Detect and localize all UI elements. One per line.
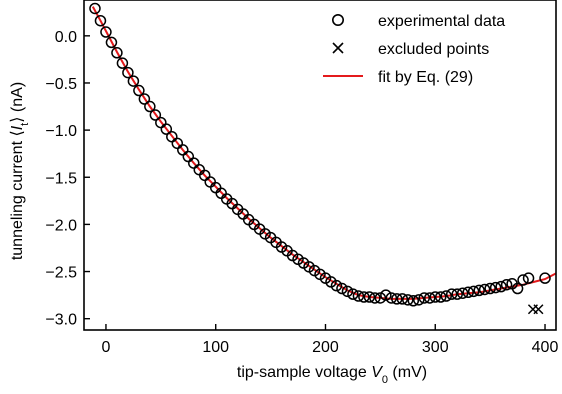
legend-marker-open-circle (331, 14, 344, 26)
y-tick-label: −0.5 (45, 76, 77, 93)
data-point (478, 283, 491, 296)
data-point (105, 36, 118, 49)
data-point (100, 26, 112, 38)
data-point (451, 288, 463, 300)
y-axis-label: tunneling current ⟨It⟩ (nA) (9, 82, 31, 260)
data-point (330, 279, 343, 292)
data-point (374, 292, 387, 304)
legend-marker-cross (332, 42, 344, 54)
x-axis-label-var: V (371, 364, 383, 381)
legend-label-fit: fit by Eq. (29) (378, 69, 473, 86)
x-axis-label: tip-sample voltage V0 (mV) (237, 364, 427, 386)
x-tick-label: 400 (532, 339, 559, 356)
y-axis-label-pre: tunneling current ⟨ (9, 130, 26, 260)
data-point (434, 291, 447, 303)
x-tick-label: 300 (422, 339, 449, 356)
legend-label-excluded-points: excluded points (378, 41, 489, 58)
x-tick-label: 0 (102, 339, 111, 356)
y-tick-label: −2.5 (45, 265, 77, 282)
data-point (111, 47, 123, 59)
plot-area (89, 2, 556, 315)
points-layer (89, 2, 551, 315)
data-point (133, 84, 145, 97)
data-point (467, 285, 480, 298)
data-point (407, 295, 420, 307)
excluded-point (533, 304, 544, 315)
data-point (336, 282, 348, 295)
data-point (149, 109, 162, 121)
data-point (456, 287, 469, 299)
data-point (418, 292, 431, 304)
data-point (385, 292, 398, 304)
data-point (413, 294, 425, 306)
data-point (473, 284, 485, 297)
x-tick-label: 200 (312, 339, 339, 356)
data-point (429, 291, 442, 303)
data-point (440, 290, 452, 302)
plot-frame (83, 0, 557, 331)
y-tick-label: −1.5 (45, 170, 77, 187)
data-point (341, 285, 354, 298)
data-point (358, 291, 370, 303)
fit-layer (91, 6, 556, 300)
y-tick-label: −1.0 (45, 123, 77, 140)
y-tick-label: −2.0 (45, 217, 77, 234)
data-point (396, 293, 409, 305)
y-axis-label-sub: t (19, 123, 31, 126)
data-point (89, 2, 101, 15)
y-tick-label: −3.0 (45, 312, 77, 329)
data-point (391, 293, 403, 305)
data-point (495, 280, 507, 293)
data-point (500, 278, 513, 291)
data-point (138, 93, 151, 105)
legend-label-experimental-data: experimental data (378, 13, 505, 30)
data-point (517, 274, 529, 286)
data-point (402, 294, 414, 306)
data-point (445, 288, 458, 300)
y-axis-ticks: 0.0 −0.5 −1.0 −1.5 −2.0 −2.5 −3.0 (45, 29, 90, 329)
data-point (489, 281, 502, 294)
x-tick-label: 100 (202, 339, 229, 356)
data-point (94, 14, 107, 27)
data-point (522, 272, 535, 284)
data-point (122, 66, 134, 79)
data-point (369, 292, 381, 304)
y-axis-label-var: I (9, 125, 26, 130)
x-axis-ticks: 0 100 200 300 400 (102, 324, 559, 356)
y-tick-label: 0.0 (55, 29, 77, 46)
data-point (539, 272, 551, 284)
x-axis-label-sub: 0 (382, 374, 388, 386)
data-point (380, 289, 392, 301)
data-point (144, 100, 156, 113)
fit-line (91, 6, 556, 300)
legend: experimental data excluded points fit by… (323, 13, 505, 86)
data-point (352, 290, 365, 302)
data-point (424, 292, 436, 304)
data-point (127, 75, 140, 87)
data-point (116, 57, 129, 69)
data-point (462, 286, 474, 299)
data-point (484, 282, 496, 295)
data-point (347, 288, 359, 300)
x-axis-label-pre: tip-sample voltage (237, 364, 371, 381)
y-axis-label-post: ⟩ (nA) (9, 82, 26, 123)
data-point (511, 282, 524, 295)
data-point (363, 291, 376, 303)
x-axis-label-post: (mV) (388, 364, 427, 381)
data-point (160, 123, 173, 135)
